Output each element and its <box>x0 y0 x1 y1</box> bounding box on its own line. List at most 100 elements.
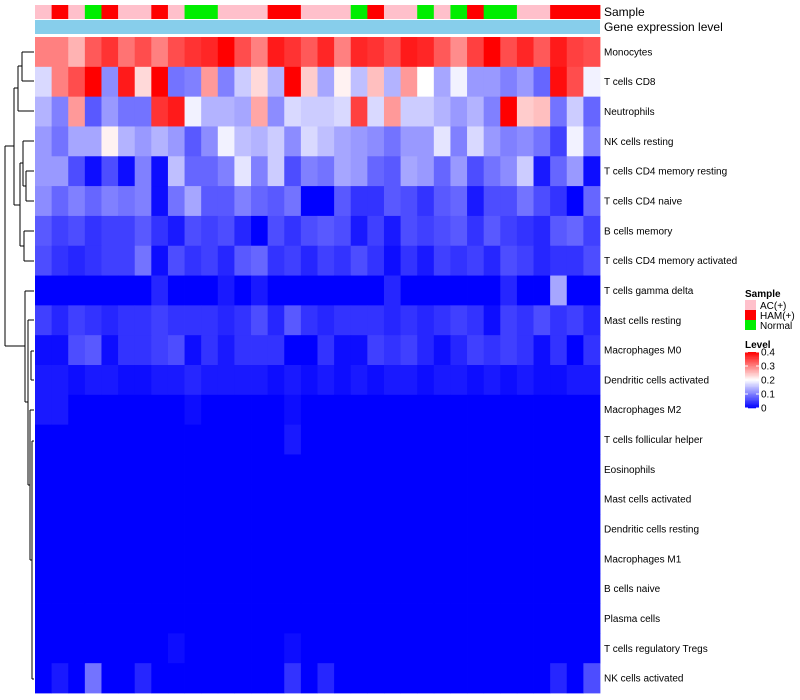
heatmap-cell <box>184 335 202 366</box>
heatmap-cell <box>317 454 335 485</box>
heatmap-cell <box>583 663 601 694</box>
heatmap-cell <box>467 454 485 485</box>
heatmap-cell <box>101 335 119 366</box>
heatmap-cell <box>383 186 401 217</box>
heatmap-cell <box>533 603 551 634</box>
heatmap-cell <box>500 305 518 336</box>
heatmap-cell <box>367 603 385 634</box>
heatmap-cell <box>300 37 318 68</box>
heatmap-cell <box>433 603 451 634</box>
heatmap-cell <box>450 603 468 634</box>
heatmap-cell <box>417 156 435 187</box>
heatmap-cell <box>383 663 401 694</box>
heatmap-cell <box>217 215 235 247</box>
heatmap-cell <box>550 394 568 426</box>
level-legend-tick-label: 0.3 <box>761 362 775 373</box>
heatmap-cell <box>334 66 352 98</box>
heatmap-cell <box>450 215 468 247</box>
sample-annotation-cell <box>234 5 252 19</box>
heatmap-cell <box>101 305 119 336</box>
heatmap-cell <box>234 305 252 336</box>
heatmap-cell <box>367 66 385 98</box>
heatmap-cell <box>84 215 102 247</box>
heatmap-cell <box>483 424 501 455</box>
heatmap-cell <box>35 245 53 276</box>
heatmap-cell <box>134 37 152 68</box>
sample-annotation-cell <box>417 5 435 19</box>
heatmap-cell <box>151 633 169 664</box>
heatmap-cell <box>317 663 335 694</box>
heatmap-cell <box>317 543 335 575</box>
heatmap-cell <box>251 543 269 575</box>
heatmap-cell <box>367 335 385 366</box>
heatmap-cell <box>35 335 53 366</box>
heatmap-cell <box>550 37 568 68</box>
heatmap-cell <box>267 365 285 396</box>
heatmap-cell <box>267 66 285 98</box>
heatmap-cell <box>167 96 185 127</box>
heatmap-cell <box>317 96 335 127</box>
heatmap-cell <box>35 394 53 426</box>
heatmap-cell <box>201 663 219 694</box>
level-legend-tick-label: 0.1 <box>761 390 775 401</box>
heatmap-cell <box>566 484 584 515</box>
heatmap-cell <box>201 365 219 396</box>
heatmap-cell <box>550 275 568 306</box>
heatmap-cell <box>151 365 169 396</box>
heatmap-cell <box>334 603 352 634</box>
heatmap-cell <box>101 573 119 604</box>
heatmap-cell <box>417 186 435 217</box>
heatmap-cell <box>118 603 136 634</box>
heatmap-cell <box>500 126 518 157</box>
heatmap-cell <box>450 633 468 664</box>
heatmap-cell <box>201 633 219 664</box>
heatmap-cell <box>417 66 435 98</box>
heatmap-cell <box>566 514 584 545</box>
heatmap-cell <box>35 573 53 604</box>
heatmap-cell <box>184 454 202 485</box>
heatmap-cell <box>201 186 219 217</box>
heatmap-cell <box>350 663 368 694</box>
heatmap-cell <box>566 573 584 604</box>
heatmap-cell <box>68 424 86 455</box>
heatmap-cell <box>483 394 501 426</box>
heatmap-cell <box>516 543 534 575</box>
heatmap-cell <box>167 275 185 306</box>
heatmap-cell <box>118 96 136 127</box>
heatmap-cell <box>101 663 119 694</box>
heatmap-cell <box>367 573 385 604</box>
heatmap-cell <box>317 245 335 276</box>
heatmap-cell <box>217 573 235 604</box>
heatmap-cell <box>234 156 252 187</box>
heatmap-cell <box>483 573 501 604</box>
heatmap-cell <box>583 514 601 545</box>
heatmap-cell <box>167 603 185 634</box>
heatmap-cell <box>483 335 501 366</box>
heatmap-cell <box>251 633 269 664</box>
heatmap-cell <box>201 156 219 187</box>
heatmap-cell <box>383 245 401 276</box>
heatmap-cell <box>134 454 152 485</box>
heatmap-cell <box>184 633 202 664</box>
heatmap-cell <box>234 335 252 366</box>
heatmap-cell <box>450 245 468 276</box>
heatmap-cell <box>417 37 435 68</box>
heatmap-cell <box>217 275 235 306</box>
heatmap-cell <box>516 156 534 187</box>
heatmap-cell <box>300 603 318 634</box>
heatmap-cell <box>350 186 368 217</box>
heatmap-cell <box>350 215 368 247</box>
heatmap-cell <box>217 424 235 455</box>
level-legend-gradient-step <box>745 402 759 405</box>
heatmap-cell <box>101 365 119 396</box>
heatmap-cell <box>334 305 352 336</box>
heatmap-cell <box>134 245 152 276</box>
sample-annotation-cell <box>483 5 501 19</box>
heatmap-cell <box>367 245 385 276</box>
heatmap-cell <box>184 573 202 604</box>
heatmap-cell <box>583 633 601 664</box>
heatmap-cell <box>533 543 551 575</box>
heatmap-cell <box>417 305 435 336</box>
row-label-dendritic-cells-resting: Dendritic cells resting <box>604 525 699 536</box>
sample-annotation-cell <box>167 5 185 19</box>
